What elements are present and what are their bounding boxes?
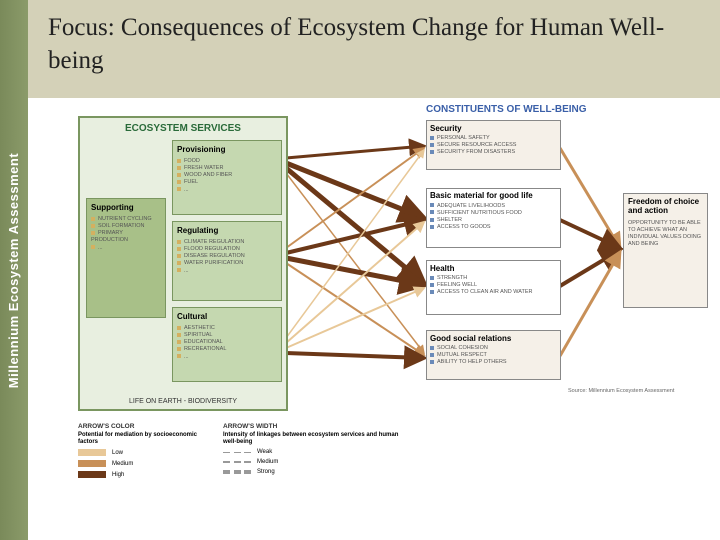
legend-color-subtitle: Potential for mediation by socioeconomic… <box>78 432 208 445</box>
ecosystem-panel: ECOSYSTEM SERVICES Supporting NUTRIENT C… <box>78 116 288 411</box>
supporting-items: NUTRIENT CYCLINGSOIL FORMATIONPRIMARY PR… <box>91 216 161 252</box>
health-title: Health <box>430 264 557 273</box>
ecosystem-footer: LIFE ON EARTH - BIODIVERSITY <box>80 398 286 405</box>
supporting-box: Supporting NUTRIENT CYCLINGSOIL FORMATIO… <box>86 198 166 318</box>
security-title: Security <box>430 124 557 133</box>
social-title: Good social relations <box>430 334 557 343</box>
sidebar: Millennium Ecosystem Assessment <box>0 0 28 540</box>
regulating-title: Regulating <box>177 226 277 235</box>
health-items: STRENGTHFEELING WELLACCESS TO CLEAN AIR … <box>430 275 557 296</box>
security-box: Security PERSONAL SAFETYSECURE RESOURCE … <box>426 120 561 170</box>
sidebar-label: Millennium Ecosystem Assessment <box>7 152 22 387</box>
social-items: SOCIAL COHESIONMUTUAL RESPECTABILITY TO … <box>430 345 557 366</box>
legend-color: ARROW'S COLOR Potential for mediation by… <box>78 423 208 478</box>
legend-color-title: ARROW'S COLOR <box>78 423 208 430</box>
social-box: Good social relations SOCIAL COHESIONMUT… <box>426 330 561 380</box>
legend-color-rows: LowMediumHigh <box>78 449 208 478</box>
freedom-title: Freedom of choice and action <box>628 198 703 216</box>
security-items: PERSONAL SAFETYSECURE RESOURCE ACCESSSEC… <box>430 135 557 156</box>
legend-width-rows: WeakMediumStrong <box>223 449 403 475</box>
source-text: Source: Millennium Ecosystem Assessment <box>568 388 674 394</box>
provisioning-items: FOODFRESH WATERWOOD AND FIBERFUEL... <box>177 158 277 194</box>
regulating-items: CLIMATE REGULATIONFLOOD REGULATIONDISEAS… <box>177 239 277 275</box>
wellbeing-title: CONSTITUENTS OF WELL-BEING <box>426 104 587 115</box>
cultural-title: Cultural <box>177 312 277 321</box>
freedom-text: OPPORTUNITY TO BE ABLE TO ACHIEVE WHAT A… <box>628 220 703 249</box>
supporting-title: Supporting <box>91 203 161 212</box>
material-items: ADEQUATE LIVELIHOODSSUFFICIENT NUTRITIOU… <box>430 203 557 232</box>
diagram-content: ECOSYSTEM SERVICES Supporting NUTRIENT C… <box>28 98 720 540</box>
legend-width-subtitle: Intensity of linkages between ecosystem … <box>223 432 403 445</box>
health-box: Health STRENGTHFEELING WELLACCESS TO CLE… <box>426 260 561 315</box>
cultural-box: Cultural AESTHETICSPIRITUALEDUCATIONALRE… <box>172 307 282 382</box>
regulating-box: Regulating CLIMATE REGULATIONFLOOD REGUL… <box>172 221 282 301</box>
provisioning-title: Provisioning <box>177 145 277 154</box>
freedom-box: Freedom of choice and action OPPORTUNITY… <box>623 193 708 308</box>
material-title: Basic material for good life <box>430 192 557 201</box>
provisioning-box: Provisioning FOODFRESH WATERWOOD AND FIB… <box>172 140 282 215</box>
legend-width-title: ARROW'S WIDTH <box>223 423 403 430</box>
cultural-items: AESTHETICSPIRITUALEDUCATIONALRECREATIONA… <box>177 325 277 361</box>
material-box: Basic material for good life ADEQUATE LI… <box>426 188 561 248</box>
ecosystem-title: ECOSYSTEM SERVICES <box>80 118 286 139</box>
legend-width: ARROW'S WIDTH Intensity of linkages betw… <box>223 423 403 475</box>
page-title: Focus: Consequences of Ecosystem Change … <box>28 0 720 98</box>
